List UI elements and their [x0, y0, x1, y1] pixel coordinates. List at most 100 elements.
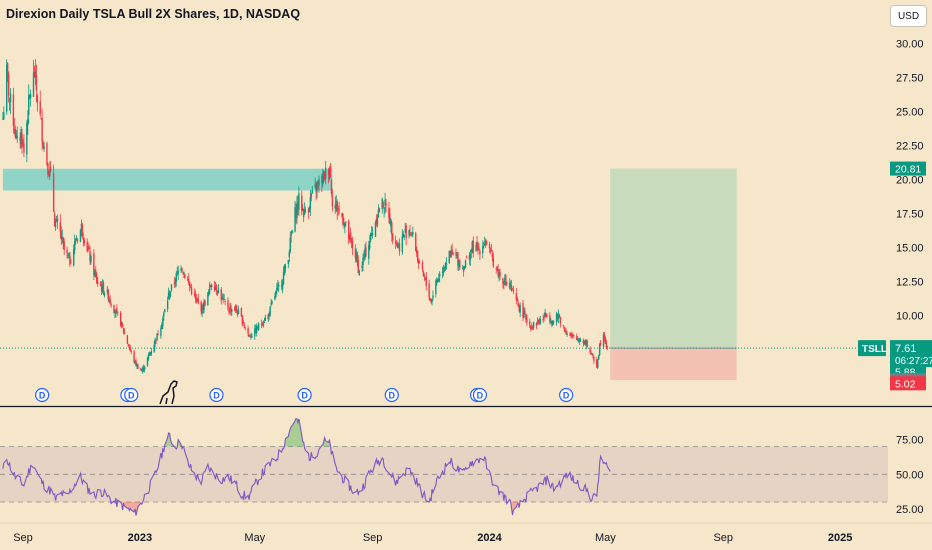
candle: [119, 310, 122, 328]
candle: [485, 239, 488, 246]
candle: [54, 218, 57, 232]
candle: [411, 231, 413, 237]
candle: [341, 212, 343, 219]
candle: [384, 193, 386, 214]
candle: [122, 327, 125, 335]
logo-icon: [159, 380, 178, 405]
candle: [577, 337, 580, 343]
candle: [415, 246, 418, 258]
candle: [345, 221, 347, 227]
candle: [28, 94, 31, 100]
candle: [402, 231, 404, 238]
dividend-marker: D: [384, 387, 399, 403]
candle: [356, 251, 359, 267]
candle: [391, 220, 393, 242]
candle: [74, 237, 77, 245]
candle: [302, 208, 305, 223]
candle: [469, 249, 472, 267]
candle: [63, 238, 65, 255]
y-tick-label: 17.50: [896, 209, 924, 221]
candle: [166, 296, 169, 313]
candle: [274, 292, 276, 301]
candle: [371, 226, 374, 239]
candle: [585, 339, 587, 350]
candle: [403, 234, 405, 241]
dividend-marker: D: [472, 387, 488, 403]
candle: [73, 244, 75, 267]
candle: [261, 321, 264, 327]
candle: [220, 286, 222, 305]
candle: [7, 71, 10, 103]
candle: [130, 349, 132, 355]
y-tick-label: 20.00: [896, 175, 924, 187]
candle: [315, 182, 317, 201]
candle: [79, 229, 82, 243]
candle: [390, 217, 392, 233]
candle: [247, 325, 249, 337]
candle: [113, 304, 115, 314]
candle: [347, 219, 350, 245]
candle: [517, 300, 519, 308]
candle: [74, 234, 76, 255]
candle: [383, 206, 385, 218]
candle: [422, 269, 425, 277]
candle: [53, 211, 56, 227]
candle: [593, 355, 595, 364]
axis-price-tag: 20.81: [890, 161, 926, 176]
candle: [21, 128, 23, 154]
candle: [504, 274, 506, 286]
candle: [502, 277, 504, 289]
candle: [283, 264, 286, 276]
candle: [66, 246, 68, 259]
candle: [483, 241, 485, 249]
candle: [169, 290, 172, 299]
candles: [2, 59, 609, 374]
candle: [8, 97, 11, 111]
candle: [456, 251, 458, 259]
candle: [314, 177, 316, 189]
candle: [126, 334, 129, 345]
candle: [182, 271, 184, 275]
candle: [583, 340, 586, 345]
candle: [415, 231, 417, 252]
candle: [256, 325, 259, 330]
candle: [291, 229, 293, 234]
candle: [564, 327, 566, 333]
svg-text:D: D: [213, 391, 220, 401]
candle: [604, 336, 607, 345]
candle: [358, 269, 360, 276]
svg-text:20.81: 20.81: [895, 164, 921, 176]
candle: [162, 315, 164, 330]
candle: [271, 300, 273, 305]
candle: [576, 335, 579, 342]
x-tick-label: Sep: [13, 532, 33, 544]
svg-text:D: D: [563, 391, 570, 401]
candle: [68, 252, 70, 259]
candle: [214, 282, 217, 291]
rsi-tick-label: 50.00: [896, 469, 924, 481]
candle: [550, 318, 552, 324]
candle: [310, 192, 313, 202]
candle: [445, 257, 448, 270]
currency-button[interactable]: USD: [890, 5, 927, 27]
candle: [523, 307, 525, 319]
svg-text:D: D: [39, 391, 46, 401]
candle: [95, 266, 97, 279]
candle: [544, 308, 546, 318]
candle: [187, 276, 189, 282]
y-tick-label: 27.50: [896, 73, 924, 85]
candle: [248, 333, 250, 338]
candle: [329, 162, 332, 178]
candle: [289, 231, 291, 254]
candle: [177, 265, 179, 280]
svg-text:TSLL: TSLL: [862, 344, 887, 355]
candle: [397, 242, 400, 249]
candle: [49, 161, 51, 180]
candle: [482, 240, 484, 259]
candle: [135, 358, 137, 367]
candle: [270, 298, 272, 307]
candle: [59, 214, 62, 239]
candle: [584, 339, 586, 346]
candle: [176, 266, 178, 276]
